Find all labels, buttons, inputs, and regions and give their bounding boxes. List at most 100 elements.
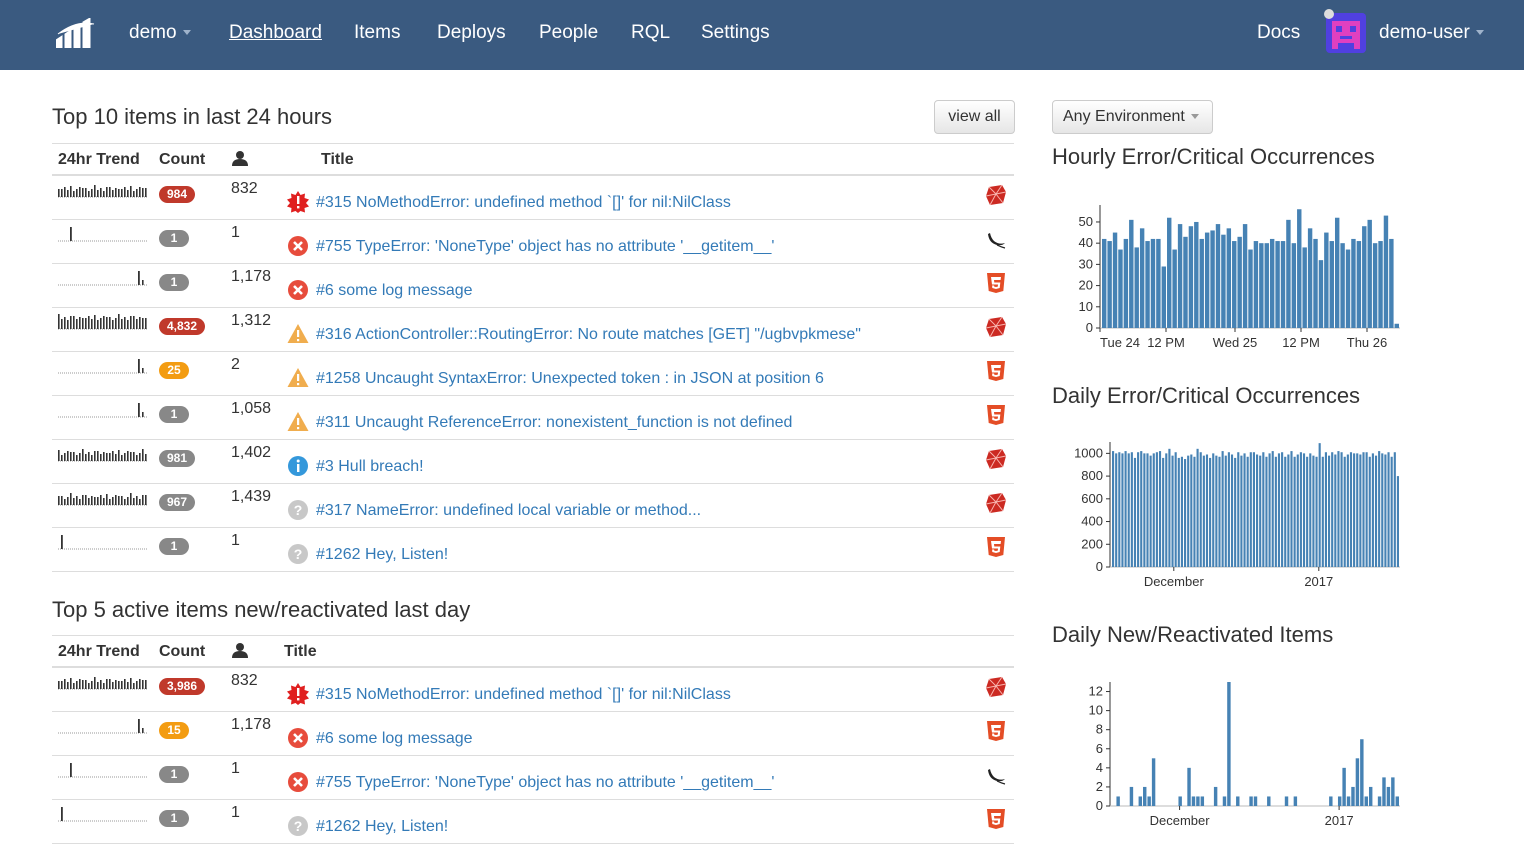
chart-bar — [1378, 241, 1383, 328]
trend-sparkline — [58, 760, 148, 778]
affected-users: 832 — [231, 672, 258, 689]
chart-bar — [1318, 443, 1321, 567]
chart-bar — [1274, 456, 1277, 567]
view-all-button[interactable]: view all — [934, 100, 1015, 134]
y-tick-label: 0 — [1096, 559, 1103, 574]
table-row: 15 1,178 #6 some log message — [52, 712, 1014, 756]
item-title-link[interactable]: #6 some log message — [316, 282, 473, 299]
user-avatar[interactable] — [1326, 13, 1366, 53]
chart-bar — [1356, 241, 1362, 328]
top-items-title: Top 10 items in last 24 hours — [52, 104, 333, 129]
col-title: Title — [321, 151, 354, 168]
nav-items[interactable]: Items — [354, 22, 401, 43]
count-badge: 1 — [159, 810, 189, 827]
user-menu-dropdown[interactable]: demo-user — [1379, 21, 1484, 45]
project-dropdown[interactable]: demo — [129, 21, 191, 45]
item-title-link[interactable]: #6 some log message — [316, 730, 473, 747]
chart-bar — [1334, 454, 1337, 567]
y-tick-label: 0 — [1086, 320, 1093, 335]
chart-bar — [1342, 767, 1346, 806]
flask-platform-icon — [985, 764, 1007, 786]
trend-sparkline — [58, 312, 148, 330]
affected-users: 1,178 — [231, 716, 272, 733]
item-title-link[interactable]: #315 NoMethodError: undefined method `[]… — [316, 686, 731, 703]
chart-bar — [1268, 453, 1271, 567]
col-count: Count — [159, 151, 206, 168]
warning-level-icon — [287, 323, 309, 345]
trend-sparkline — [58, 804, 148, 822]
chart-bar — [1259, 243, 1264, 328]
item-title-link[interactable]: #1258 Uncaught SyntaxError: Unexpected t… — [316, 370, 824, 387]
chart-bar — [1187, 455, 1190, 567]
html5-platform-icon — [985, 272, 1007, 294]
chart-bar — [1329, 241, 1334, 328]
chevron-down-icon — [1475, 30, 1484, 36]
flask-platform-icon — [985, 228, 1007, 250]
warning-level-icon — [287, 411, 309, 433]
item-title-link[interactable]: #317 NameError: undefined local variable… — [316, 502, 702, 519]
affected-users: 1 — [231, 804, 240, 821]
active-items-table: 24hr Trend Count Title 3,986 832 #315 NoMe… — [52, 635, 1014, 844]
chart-bar — [1351, 238, 1356, 328]
item-title-link[interactable]: #1262 Hey, Listen! — [316, 818, 449, 835]
trend-sparkline — [58, 716, 148, 734]
y-tick-label: 8 — [1096, 722, 1103, 737]
chart-bar — [1158, 451, 1162, 567]
nav-docs[interactable]: Docs — [1257, 22, 1301, 43]
x-tick-label: Thu 26 — [1347, 335, 1387, 350]
trend-sparkline — [58, 224, 148, 242]
chart-bar — [1196, 796, 1200, 806]
chart-bar — [1281, 452, 1284, 567]
count-badge: 1 — [159, 538, 189, 555]
chart-bar — [1200, 796, 1205, 806]
chart-bar — [1221, 234, 1226, 328]
item-title-link[interactable]: #755 TypeError: 'NoneType' object has no… — [316, 238, 775, 255]
chart-bar — [1215, 224, 1221, 328]
chart-bar — [1187, 767, 1191, 806]
chart-bar — [1309, 453, 1312, 567]
nav-settings[interactable]: Settings — [701, 22, 770, 43]
chart-bar — [1345, 249, 1351, 328]
chart-bar — [1199, 238, 1204, 328]
y-tick-label: 6 — [1096, 741, 1103, 756]
affected-users: 1 — [231, 760, 240, 777]
chart-bar — [1382, 777, 1386, 806]
environment-select[interactable]: Any Environment — [1052, 100, 1213, 134]
chart-bar — [1248, 249, 1253, 328]
chart-bar — [1180, 456, 1183, 567]
chart-bar — [1171, 455, 1174, 567]
chart-bar — [1124, 451, 1127, 567]
svg-text:?: ? — [294, 818, 303, 834]
item-title-link[interactable]: #316 ActionController::RoutingError: No … — [316, 326, 861, 343]
y-tick-label: 800 — [1081, 468, 1103, 483]
y-tick-label: 10 — [1089, 703, 1103, 718]
chart-bar — [1226, 228, 1232, 328]
unknown-level-icon: ? — [287, 499, 309, 521]
item-title-link[interactable]: #3 Hull breach! — [316, 458, 424, 475]
item-title-link[interactable]: #311 Uncaught ReferenceError: nonexisten… — [316, 414, 793, 431]
chart-bar — [1362, 226, 1367, 328]
chart-bar — [1107, 241, 1112, 328]
nav-dashboard[interactable]: Dashboard — [229, 22, 322, 43]
nav-rql[interactable]: RQL — [631, 22, 671, 43]
chart-bar — [1349, 452, 1353, 567]
chart-bar — [1277, 453, 1281, 567]
chart-bar — [1286, 219, 1291, 328]
table-header: 24hr Trend Count Title — [52, 635, 1014, 668]
item-title-link[interactable]: #755 TypeError: 'NoneType' object has no… — [316, 774, 775, 791]
item-title-link[interactable]: #1262 Hey, Listen! — [316, 546, 449, 563]
chart-bar — [1178, 796, 1182, 806]
chart-bar — [1204, 232, 1210, 328]
item-title-link[interactable]: #315 NoMethodError: undefined method `[]… — [316, 194, 731, 211]
chart-bar — [1365, 452, 1368, 567]
x-tick-label: Tue 24 — [1100, 335, 1140, 350]
chart-bar — [1313, 238, 1318, 328]
chart-bar — [1367, 219, 1372, 328]
chart-bar — [1177, 224, 1183, 328]
chart-bar — [1246, 456, 1249, 567]
rollbar-logo-icon[interactable] — [56, 18, 96, 48]
nav-people[interactable]: People — [539, 22, 599, 43]
chart-bar — [1149, 455, 1152, 567]
nav-deploys[interactable]: Deploys — [437, 22, 506, 43]
new-reactivated-chart: 0 2 4 6 8 10 12 December 2017 — [1089, 682, 1400, 828]
